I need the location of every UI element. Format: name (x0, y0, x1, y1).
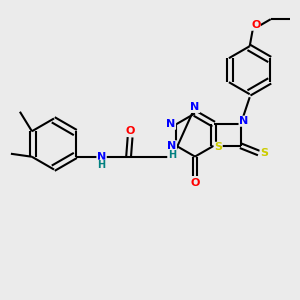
Text: S: S (214, 142, 222, 152)
Text: H: H (98, 160, 106, 170)
Text: N: N (166, 119, 176, 129)
Text: S: S (260, 148, 268, 158)
Text: H: H (168, 150, 176, 160)
Text: N: N (97, 152, 106, 162)
Text: O: O (125, 126, 135, 136)
Text: N: N (167, 141, 176, 151)
Text: O: O (251, 20, 260, 30)
Text: N: N (239, 116, 248, 126)
Text: N: N (190, 102, 200, 112)
Text: O: O (190, 178, 200, 188)
Text: S: S (169, 152, 177, 162)
